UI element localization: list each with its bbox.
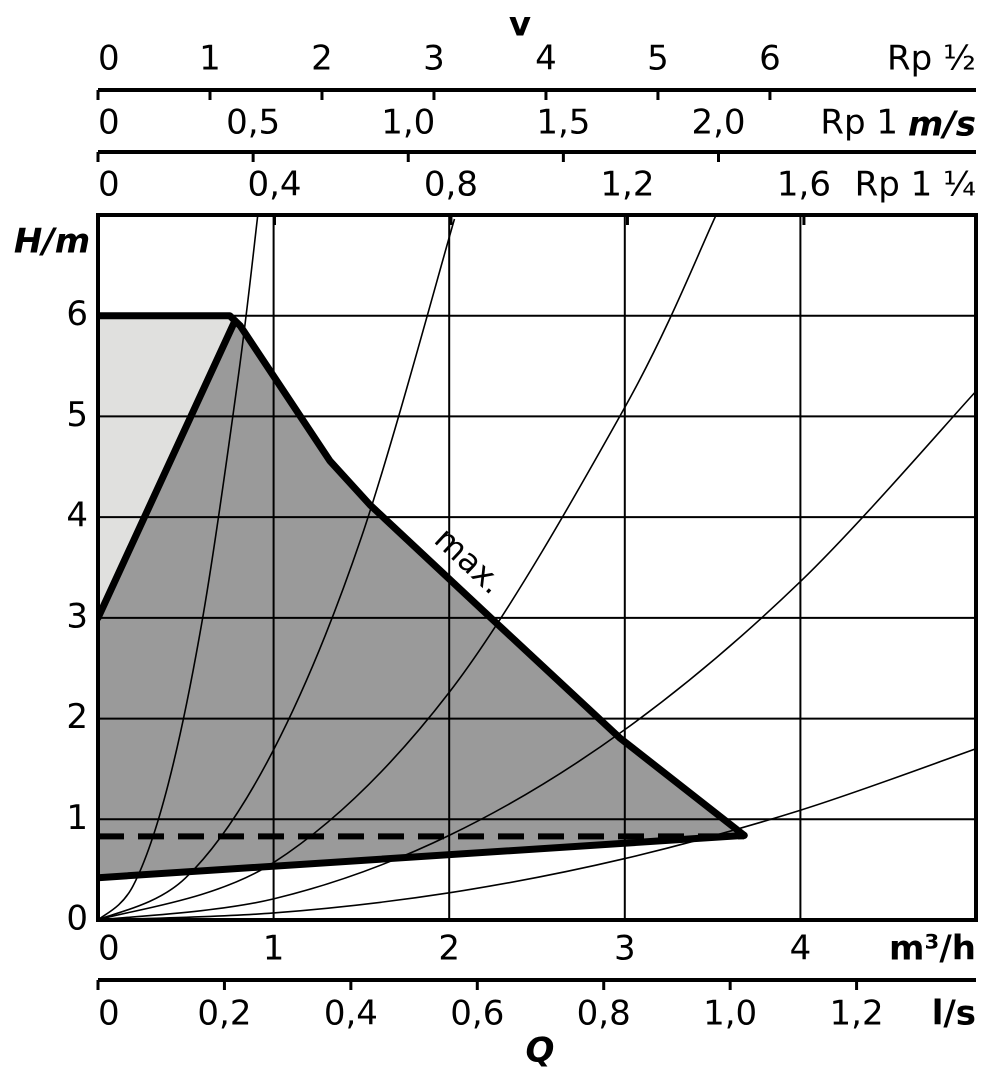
velocity-tick-label: 5 [647,39,669,79]
flow-tick-label: 1,2 [830,994,884,1034]
plot-area [98,215,976,920]
y-tick-label: 6 [66,294,88,334]
velocity-tick-label: 0,8 [424,165,478,205]
velocity-tick-label: 1 [199,39,221,79]
y-tick-label: 2 [66,697,88,737]
y-axis-title: H/m [14,222,90,262]
system-curve [98,390,976,920]
y-tick-label: 5 [66,395,88,435]
velocity-tick-label: 0,5 [226,103,280,143]
velocity-title: v [509,5,531,45]
flow-tick-label: 0,2 [197,994,251,1034]
flow-tick-label: 0,8 [577,994,631,1034]
plot-frame [96,213,978,922]
system-curve [98,215,259,920]
system-curve [98,218,456,920]
y-tick-label: 3 [66,596,88,636]
x-tick-label: 4 [790,929,812,969]
pump-curve [98,317,239,622]
y-tick-label: 0 [66,899,88,939]
velocity-unit: m/s [908,105,976,145]
velocity-tick-label: 1,5 [536,103,590,143]
velocity-tick-label: 0 [98,39,120,79]
x-axis-title: Q [526,1031,555,1071]
velocity-tick-label: 1,2 [600,165,654,205]
flow-tick-label: 0 [98,994,120,1034]
flow-tick-label: 0,6 [450,994,504,1034]
operating-area [98,320,745,878]
velocity-tick-label: 6 [759,39,781,79]
velocity-tick-label: 2,0 [691,103,745,143]
velocity-tick-label: 2 [311,39,333,79]
system-curve [98,748,976,920]
velocity-axis-name: Rp 1 [820,103,898,143]
flow-tick-label: 0,4 [324,994,378,1034]
velocity-axis-name: Rp ½ [887,39,976,79]
x-tick-label: 3 [614,929,636,969]
velocity-tick-label: 1,0 [381,103,435,143]
flow-tick-label: 1,0 [703,994,757,1034]
x-tick-label: 0 [98,929,120,969]
velocity-tick-label: 0,4 [247,165,301,205]
system-curve [98,215,717,920]
velocity-tick-label: 1,6 [777,165,831,205]
pump-curve [98,312,748,839]
x-tick-label: 1 [263,929,285,969]
velocity-tick-label: 4 [535,39,557,79]
y-tick-label: 1 [66,798,88,838]
pump-curve [98,831,748,882]
velocity-tick-label: 0 [98,165,120,205]
flow-unit: l/s [932,994,976,1034]
x-tick-label: 2 [438,929,460,969]
velocity-axis-name: Rp 1 ¼ [855,165,976,205]
y-tick-label: 4 [66,496,88,536]
velocity-tick-label: 3 [423,39,445,79]
x-unit: m³/h [889,929,976,969]
velocity-tick-label: 0 [98,103,120,143]
